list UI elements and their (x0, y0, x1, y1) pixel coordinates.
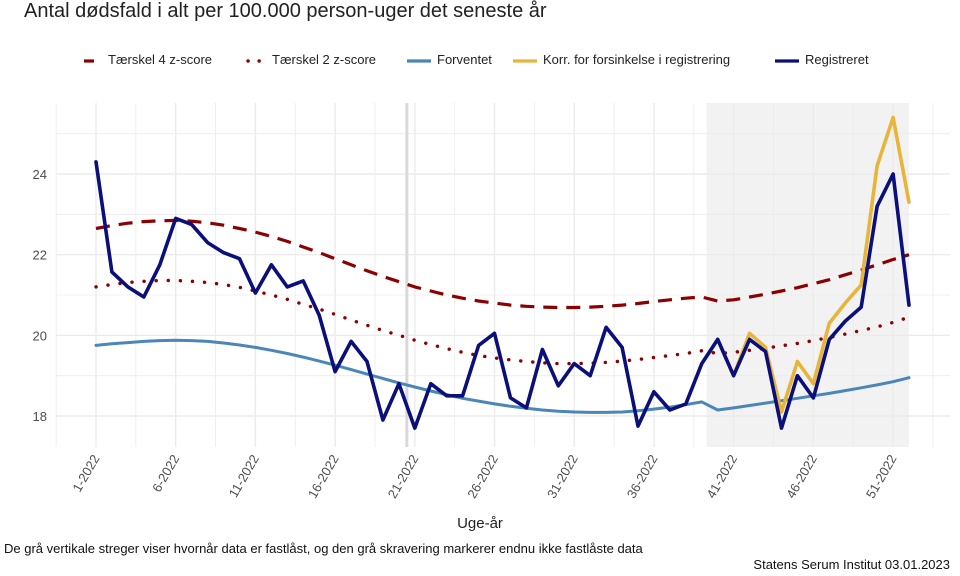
legend-swatch-icon (84, 59, 102, 63)
y-tick-label: 22 (33, 248, 47, 263)
y-tick-label: 18 (33, 409, 47, 424)
series-line-registreret (94, 160, 911, 430)
legend: Tærskel 4 z-score Tærskel 2 z-score Forven… (0, 52, 960, 72)
legend-swatch-icon (407, 59, 431, 63)
y-tick-label: 20 (33, 328, 47, 343)
series-line-tærskel-2-z-score (94, 278, 911, 366)
x-tick-label: 16-2022 (305, 452, 342, 501)
series-line-tærskel-4-z-score (95, 218, 910, 310)
series-line-korr-for-forsinkelse-i-registrering (715, 115, 911, 414)
legend-swatch-icon (513, 59, 537, 63)
chart-title: Antal dødsfald i alt per 100.000 person-… (24, 0, 547, 22)
x-axis-ticks: 1-2022 6-2022 11-2022 16-2022 21-2022 26-2022… (69, 452, 899, 501)
legend-swatch-icon (246, 59, 268, 63)
x-tick-label: 6-2022 (149, 452, 182, 495)
legend-label: Forventet (437, 52, 492, 67)
x-tick-label: 26-2022 (464, 452, 501, 501)
x-tick-label: 46-2022 (783, 452, 820, 501)
legend-label: Korr. for forsinkelse i registrering (543, 52, 731, 67)
legend-label: Tærskel 2 z-score (272, 52, 377, 67)
chart-caption: De grå vertikale streger viser hvornår d… (4, 541, 643, 556)
x-tick-label: 21-2022 (385, 452, 422, 501)
x-tick-label: 11-2022 (226, 452, 262, 500)
y-tick-label: 24 (33, 167, 47, 182)
x-tick-label: 36-2022 (624, 452, 661, 501)
legend-label: Tærskel 4 z-score (108, 52, 213, 67)
legend-swatch-icon (775, 59, 799, 63)
x-tick-label: 1-2022 (69, 452, 102, 495)
legend-label: Registreret (805, 52, 869, 67)
x-tick-label: 31-2022 (544, 452, 581, 501)
series-line-forventet (94, 338, 911, 414)
y-axis-ticks: 18 20 22 24 (33, 167, 47, 424)
x-axis-label: Uge-år (457, 515, 503, 532)
x-tick-label: 41-2022 (703, 452, 740, 501)
chart-source: Statens Serum Institut 03.01.2023 (753, 557, 950, 572)
x-tick-label: 51-2022 (863, 452, 900, 501)
series-layer (94, 115, 911, 430)
